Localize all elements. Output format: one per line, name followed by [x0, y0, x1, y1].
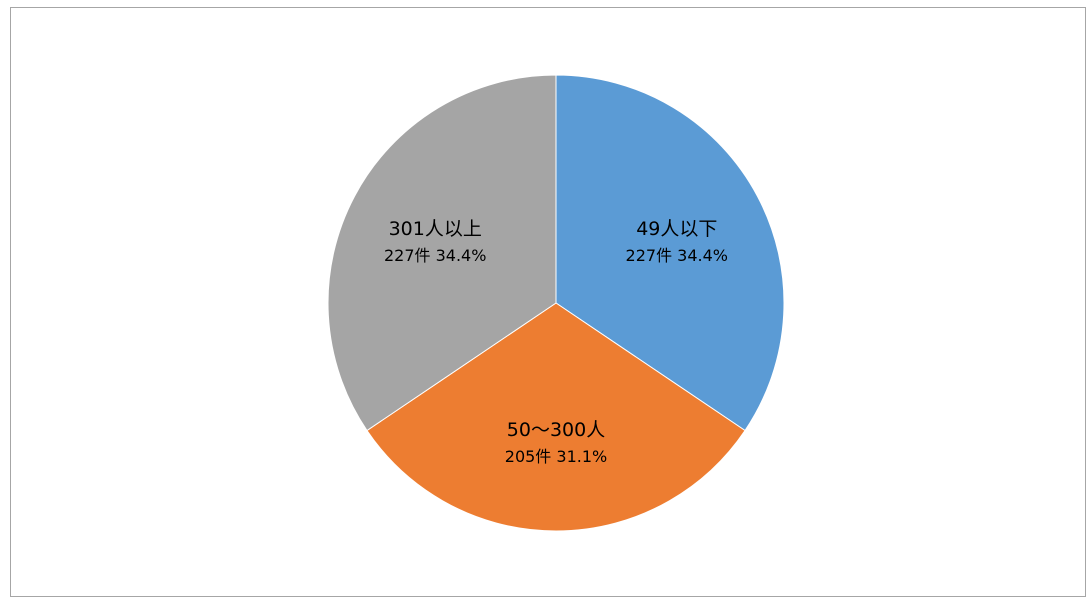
- slice-value-301-or-more: 227件 34.4%: [384, 246, 486, 265]
- pie-slices: [327, 74, 785, 532]
- slice-value-49-or-fewer: 227件 34.4%: [626, 246, 728, 265]
- slice-label-50-to-300: 50～300人: [507, 419, 605, 441]
- slice-49-or-fewer: [555, 74, 785, 432]
- slice-label-49-or-fewer: 49人以下: [636, 218, 717, 240]
- slice-value-50-to-300: 205件 31.1%: [505, 447, 607, 466]
- pie-labels: 49人以下 227件 34.4% 50～300人 205件 31.1% 301人…: [384, 218, 728, 466]
- slice-label-301-or-more: 301人以上: [389, 218, 482, 240]
- slice-50-to-300: [366, 302, 746, 532]
- slice-301-or-more: [327, 74, 557, 432]
